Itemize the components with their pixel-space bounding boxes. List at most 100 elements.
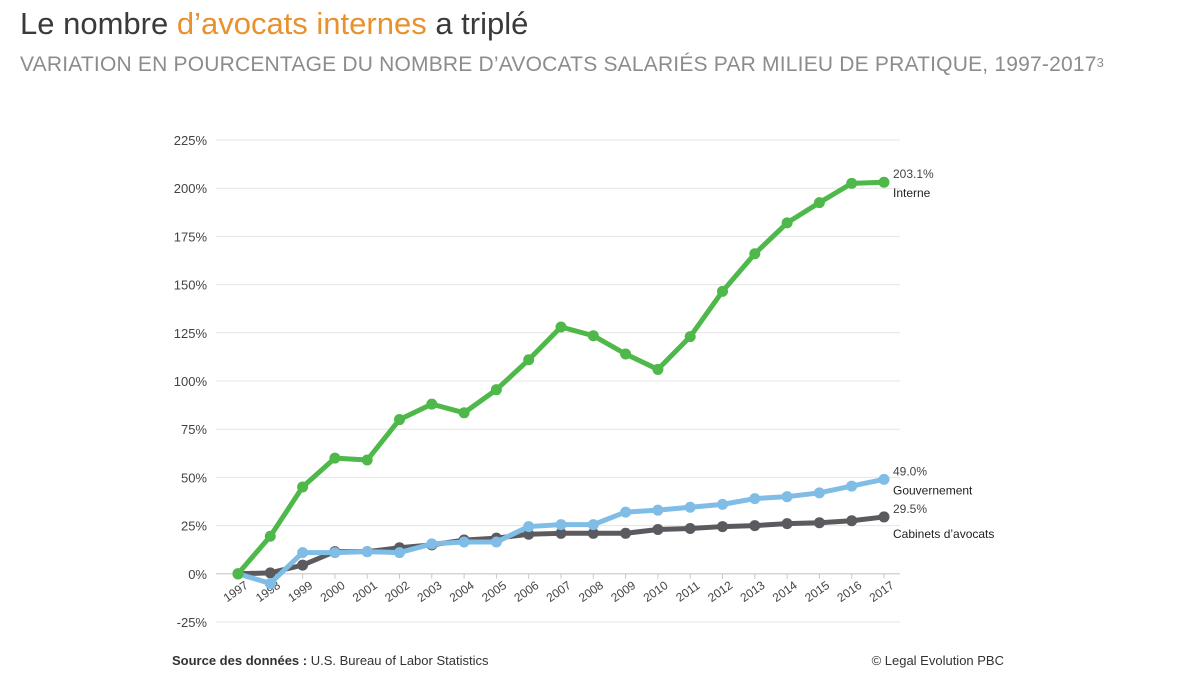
footnote-marker: 3: [1096, 55, 1105, 70]
data-point: [264, 577, 276, 589]
series-name-label: Interne: [893, 186, 931, 200]
x-tick-label: 2002: [382, 578, 412, 605]
data-point: [652, 363, 664, 375]
x-tick-label: 2008: [576, 578, 606, 605]
x-tick-label: 2016: [834, 578, 864, 605]
data-point: [426, 538, 438, 550]
y-tick-label: 100%: [174, 374, 208, 389]
data-point: [846, 480, 858, 492]
x-tick-label: 2006: [511, 578, 541, 605]
data-point: [490, 384, 502, 396]
data-point: [813, 197, 825, 209]
data-point: [684, 501, 696, 513]
data-point: [523, 354, 535, 366]
data-point: [717, 498, 728, 510]
data-point: [490, 536, 502, 548]
x-tick-label: 1997: [221, 578, 251, 605]
data-point: [329, 547, 341, 559]
data-point: [523, 521, 535, 533]
x-tick-label: 2012: [705, 578, 735, 605]
data-point: [523, 528, 535, 540]
data-point: [813, 487, 825, 499]
x-tick-label: 2009: [608, 578, 638, 605]
data-point: [587, 330, 599, 342]
data-point: [846, 177, 858, 189]
series-name-label: Cabinets d’avocats: [893, 527, 994, 541]
data-point: [297, 547, 309, 559]
x-tick-label: 2013: [738, 578, 768, 605]
x-tick-label: 2001: [350, 578, 380, 605]
data-point: [652, 504, 664, 516]
x-tick-label: 2015: [802, 578, 832, 605]
data-point: [781, 518, 793, 530]
y-tick-label: 225%: [174, 133, 208, 148]
data-point: [426, 398, 438, 410]
data-point: [781, 217, 793, 229]
data-source: Source des données : U.S. Bureau of Labo…: [172, 653, 488, 668]
source-label: Source des données :: [172, 653, 308, 668]
data-point: [652, 523, 664, 535]
data-point: [297, 559, 309, 571]
data-point: [878, 473, 890, 485]
x-tick-label: 2014: [770, 578, 800, 605]
end-value-label: 49.0%: [893, 464, 927, 478]
data-point: [684, 331, 696, 343]
y-tick-label: 50%: [181, 470, 207, 485]
data-point: [329, 452, 341, 464]
data-point: [717, 521, 728, 533]
data-point: [878, 511, 890, 523]
data-point: [555, 321, 567, 333]
data-point: [620, 348, 632, 360]
data-point: [587, 527, 599, 539]
page-title: Le nombre d’avocats internes a triplé: [20, 6, 528, 42]
series-name-label: Gouvernement: [893, 483, 973, 497]
data-point: [394, 414, 405, 426]
y-tick-label: 150%: [174, 278, 208, 293]
x-tick-label: 2005: [479, 578, 509, 605]
series-line: [235, 179, 887, 577]
x-tick-label: 2007: [544, 578, 574, 605]
data-point: [232, 568, 244, 580]
data-point: [264, 567, 276, 579]
data-point: [361, 454, 373, 466]
y-tick-label: -25%: [177, 615, 208, 630]
data-point: [297, 481, 309, 493]
y-tick-label: 125%: [174, 326, 208, 341]
x-tick-label: 2011: [673, 578, 702, 604]
copyright-notice: © Legal Evolution PBC: [871, 653, 1004, 668]
x-tick-label: 2004: [447, 578, 477, 605]
title-part-2: a triplé: [426, 6, 529, 41]
data-point: [587, 519, 599, 531]
subtitle-text: VARIATION EN POURCENTAGE DU NOMBRE D’AVO…: [20, 53, 1097, 76]
data-point: [749, 520, 761, 532]
end-value-label: 203.1%: [893, 167, 934, 181]
end-value-label: 29.5%: [893, 502, 927, 516]
y-tick-label: 0%: [188, 567, 207, 582]
data-point: [813, 517, 825, 529]
data-point: [781, 491, 793, 503]
data-point: [749, 248, 761, 260]
data-point: [555, 519, 567, 531]
y-tick-label: 75%: [181, 422, 207, 437]
chart-subtitle: VARIATION EN POURCENTAGE DU NOMBRE D’AVO…: [20, 50, 1180, 80]
data-point: [458, 407, 470, 419]
x-tick-label: 2017: [867, 578, 897, 605]
data-point: [749, 493, 761, 505]
title-part-1: Le nombre: [20, 6, 177, 41]
title-highlight: d’avocats internes: [176, 6, 427, 41]
x-tick-label: 2003: [415, 578, 445, 605]
data-point: [846, 515, 858, 527]
data-point: [620, 506, 632, 518]
source-value: U.S. Bureau of Labor Statistics: [307, 653, 489, 668]
data-point: [684, 522, 696, 534]
y-tick-label: 175%: [174, 229, 208, 244]
data-point: [717, 285, 728, 297]
x-tick-label: 1999: [285, 578, 315, 605]
data-point: [458, 536, 470, 548]
y-tick-label: 25%: [181, 519, 207, 534]
series-0: [232, 176, 890, 580]
data-point: [264, 530, 276, 542]
y-tick-label: 200%: [174, 181, 208, 196]
data-point: [555, 527, 567, 539]
